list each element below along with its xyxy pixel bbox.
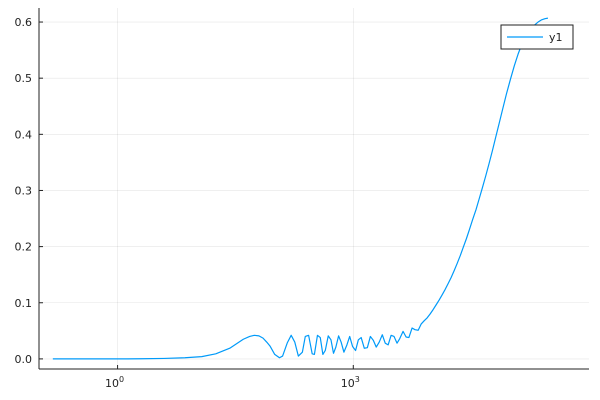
series-line-0 (52, 17, 549, 360)
y-tick-label-0: 0.0 (15, 353, 33, 366)
y-tick-label-4: 0.4 (15, 128, 33, 141)
axes (38, 8, 589, 370)
series-layer (52, 17, 549, 360)
y-tick-label-1: 0.1 (15, 297, 33, 310)
y-ticks: 0.0 0.1 0.2 0.3 0.4 0.5 0.6 (15, 16, 43, 366)
grid (39, 8, 589, 369)
y-tick-label-5: 0.5 (15, 72, 33, 85)
x-tick-label-1: 103 (341, 375, 360, 390)
x-ticks: 100 103 (105, 365, 360, 390)
legend: y1 (500, 24, 574, 50)
y-tick-label-2: 0.2 (15, 241, 33, 254)
legend-label: y1 (549, 31, 563, 44)
y-tick-label-6: 0.6 (15, 16, 33, 29)
x-tick-label-0: 100 (105, 375, 124, 390)
y-tick-label-3: 0.3 (15, 184, 33, 197)
